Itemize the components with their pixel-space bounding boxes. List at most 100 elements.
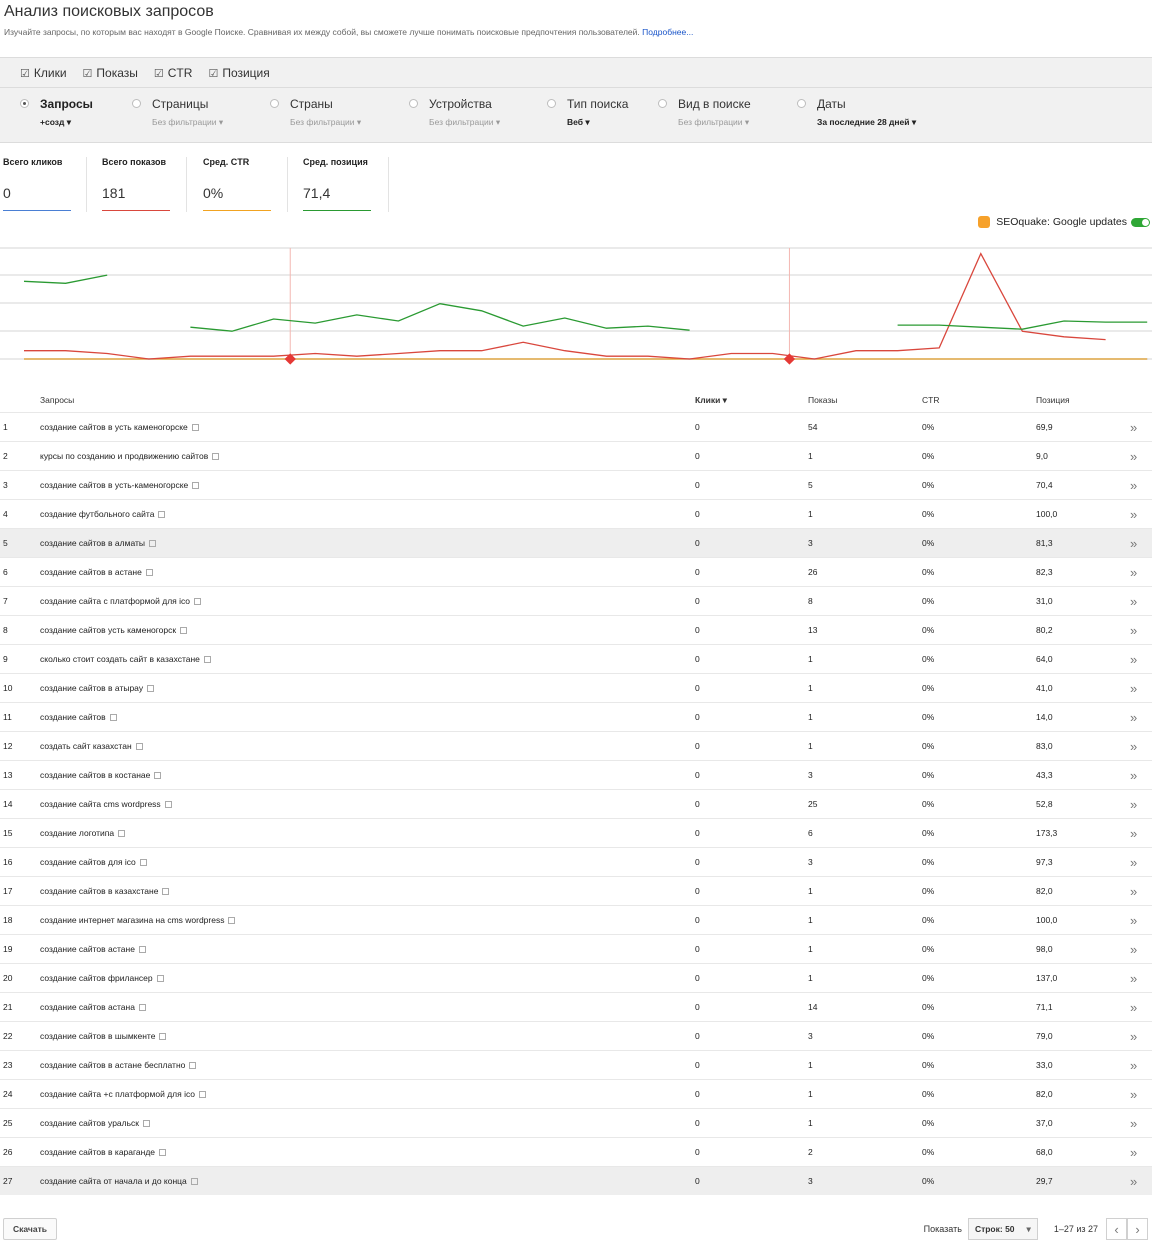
table-row[interactable]: 25 создание сайтов уральск 0 1 0% 37,0 »: [0, 1108, 1152, 1137]
query-text[interactable]: курсы по созданию и продвижению сайтов: [40, 451, 220, 461]
query-text[interactable]: создание сайтов в алматы: [40, 538, 156, 548]
row-details-icon[interactable]: »: [1130, 710, 1138, 725]
row-details-icon[interactable]: »: [1130, 826, 1138, 841]
row-details-icon[interactable]: »: [1130, 1087, 1138, 1102]
table-row[interactable]: 17 создание сайтов в казахстане 0 1 0% 82,0 »: [0, 876, 1152, 905]
external-link-icon[interactable]: [138, 946, 146, 953]
external-link-icon[interactable]: [203, 656, 211, 663]
row-details-icon[interactable]: »: [1130, 884, 1138, 899]
header-query[interactable]: Запросы: [40, 395, 75, 405]
table-row[interactable]: 23 создание сайтов в астане бесплатно 0 1 0%…: [0, 1050, 1152, 1079]
query-text[interactable]: создание сайтов уральск: [40, 1118, 150, 1128]
query-text[interactable]: создание интернет магазина на cms wordpr…: [40, 915, 236, 925]
table-row[interactable]: 13 создание сайтов в костанае 0 3 0% 43,3 »: [0, 760, 1152, 789]
query-text[interactable]: создать сайт казахстан: [40, 741, 143, 751]
table-row[interactable]: 6 создание сайтов в астане 0 26 0% 82,3 »: [0, 557, 1152, 586]
external-link-icon[interactable]: [180, 627, 188, 634]
radio-icon[interactable]: [409, 99, 418, 108]
dimension-filter[interactable]: За последние 28 дней ▾: [817, 117, 917, 127]
table-row[interactable]: 7 создание сайта с платформой для ico 0 8 0%…: [0, 586, 1152, 615]
rows-per-page-select[interactable]: Строк: 50 ▾: [967, 1218, 1038, 1240]
external-link-icon[interactable]: [228, 917, 236, 924]
query-text[interactable]: создание сайтов в астане: [40, 567, 153, 577]
query-text[interactable]: создание сайтов фрилансер: [40, 973, 164, 983]
table-row[interactable]: 26 создание сайтов в караганде 0 2 0% 68,0 »: [0, 1137, 1152, 1166]
external-link-icon[interactable]: [190, 1178, 198, 1185]
next-page-button[interactable]: ›: [1127, 1218, 1148, 1240]
table-row[interactable]: 14 создание сайта cms wordpress 0 25 0% 52,8 »: [0, 789, 1152, 818]
external-link-icon[interactable]: [135, 743, 143, 750]
row-details-icon[interactable]: »: [1130, 565, 1138, 580]
checkbox-position[interactable]: ☑ Позиция: [208, 66, 269, 80]
query-text[interactable]: создание сайтов в атырау: [40, 683, 155, 693]
table-row[interactable]: 27 создание сайта от начала и до конца 0 3 0…: [0, 1166, 1152, 1195]
external-link-icon[interactable]: [164, 801, 172, 808]
row-details-icon[interactable]: »: [1130, 739, 1138, 754]
query-text[interactable]: создание сайтов в усть каменогорске: [40, 422, 199, 432]
row-details-icon[interactable]: »: [1130, 623, 1138, 638]
row-details-icon[interactable]: »: [1130, 1116, 1138, 1131]
external-link-icon[interactable]: [159, 1149, 167, 1156]
query-text[interactable]: сколько стоит создать сайт в казахстане: [40, 654, 211, 664]
query-text[interactable]: создание сайтов: [40, 712, 117, 722]
external-link-icon[interactable]: [192, 482, 200, 489]
external-link-icon[interactable]: [212, 453, 220, 460]
external-link-icon[interactable]: [158, 511, 166, 518]
external-link-icon[interactable]: [191, 424, 199, 431]
external-link-icon[interactable]: [156, 975, 164, 982]
metric-total-clicks[interactable]: Всего кликов 0: [3, 157, 103, 215]
learn-more-link[interactable]: Подробнее...: [642, 27, 694, 37]
row-details-icon[interactable]: »: [1130, 855, 1138, 870]
table-row[interactable]: 11 создание сайтов 0 1 0% 14,0 »: [0, 702, 1152, 731]
header-impressions[interactable]: Показы: [808, 395, 838, 405]
row-details-icon[interactable]: »: [1130, 971, 1138, 986]
external-link-icon[interactable]: [147, 685, 155, 692]
table-row[interactable]: 19 создание сайтов астане 0 1 0% 98,0 »: [0, 934, 1152, 963]
row-details-icon[interactable]: »: [1130, 1145, 1138, 1160]
checkbox-impressions[interactable]: ☑ Показы: [83, 66, 138, 80]
header-ctr[interactable]: CTR: [922, 395, 940, 405]
external-link-icon[interactable]: [198, 1091, 206, 1098]
header-position[interactable]: Позиция: [1036, 395, 1070, 405]
table-row[interactable]: 5 создание сайтов в алматы 0 3 0% 81,3 »: [0, 528, 1152, 557]
radio-icon[interactable]: [658, 99, 667, 108]
toggle-switch[interactable]: [1131, 217, 1150, 227]
query-text[interactable]: создание сайтов в караганде: [40, 1147, 167, 1157]
table-row[interactable]: 8 создание сайтов усть каменогорск 0 13 0% 80…: [0, 615, 1152, 644]
table-row[interactable]: 4 создание футбольного сайта 0 1 0% 100,0 »: [0, 499, 1152, 528]
row-details-icon[interactable]: »: [1130, 1000, 1138, 1015]
external-link-icon[interactable]: [159, 1033, 167, 1040]
table-row[interactable]: 18 создание интернет магазина на cms word…: [0, 905, 1152, 934]
table-row[interactable]: 1 создание сайтов в усть каменогорске 0 54 0…: [0, 412, 1152, 441]
table-row[interactable]: 20 создание сайтов фрилансер 0 1 0% 137,0 »: [0, 963, 1152, 992]
radio-selected-icon[interactable]: [20, 99, 29, 108]
radio-icon[interactable]: [797, 99, 806, 108]
row-details-icon[interactable]: »: [1130, 594, 1138, 609]
query-text[interactable]: создание сайтов в костанае: [40, 770, 162, 780]
metric-avg-position[interactable]: Сред. позиция 71,4: [303, 157, 403, 215]
header-clicks[interactable]: Клики ▾: [695, 395, 727, 405]
row-details-icon[interactable]: »: [1130, 536, 1138, 551]
dimension-filter[interactable]: Без фильтрации ▾: [678, 117, 750, 127]
row-details-icon[interactable]: »: [1130, 1029, 1138, 1044]
checkbox-ctr[interactable]: ☑ CTR: [154, 66, 193, 80]
seoquake-toggle[interactable]: SEOquake: Google updates: [978, 216, 1150, 228]
row-details-icon[interactable]: »: [1130, 1058, 1138, 1073]
metric-total-impressions[interactable]: Всего показов 181: [102, 157, 202, 215]
external-link-icon[interactable]: [139, 859, 147, 866]
row-details-icon[interactable]: »: [1130, 913, 1138, 928]
external-link-icon[interactable]: [145, 569, 153, 576]
table-row[interactable]: 22 создание сайтов в шымкенте 0 3 0% 79,0 »: [0, 1021, 1152, 1050]
external-link-icon[interactable]: [138, 1004, 146, 1011]
external-link-icon[interactable]: [118, 830, 126, 837]
row-details-icon[interactable]: »: [1130, 681, 1138, 696]
query-text[interactable]: создание сайтов в шымкенте: [40, 1031, 167, 1041]
prev-page-button[interactable]: ‹: [1106, 1218, 1127, 1240]
query-text[interactable]: создание сайтов в казахстане: [40, 886, 170, 896]
dimension-filter[interactable]: +созд ▾: [40, 117, 72, 127]
row-details-icon[interactable]: »: [1130, 652, 1138, 667]
radio-icon[interactable]: [547, 99, 556, 108]
external-link-icon[interactable]: [194, 598, 202, 605]
dimension-filter[interactable]: Без фильтрации ▾: [290, 117, 362, 127]
external-link-icon[interactable]: [109, 714, 117, 721]
